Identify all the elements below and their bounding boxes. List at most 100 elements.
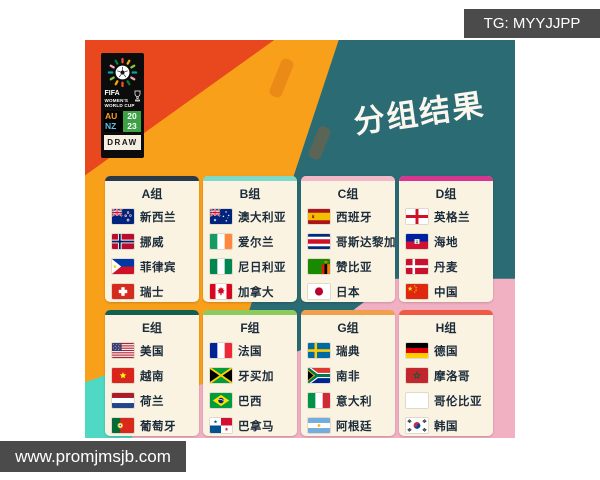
- team-row: 美国: [112, 338, 199, 363]
- flag-vietnam-icon: [112, 368, 134, 383]
- team-name: 德国: [434, 345, 458, 358]
- team-name: 丹麦: [434, 261, 458, 274]
- womens-wordmark: WOMEN'S: [104, 97, 129, 103]
- team-row: 瑞士: [112, 279, 199, 302]
- group-accent-bar: [105, 310, 199, 315]
- team-name: 哥斯达黎加: [336, 236, 395, 249]
- team-row: 阿根廷: [308, 413, 395, 436]
- flag-switzerland-icon: [112, 284, 134, 299]
- groups-grid: A组 新西兰 挪威 菲律宾 瑞士 B组 澳大利亚 爱尔兰 尼日利亚 加拿大: [105, 176, 493, 436]
- team-row: 尼日利亚: [210, 254, 297, 279]
- team-row: 巴拿马: [210, 413, 297, 436]
- aunz-2023-block: AU NZ 20 23: [104, 111, 141, 133]
- team-row: 哥斯达黎加: [308, 229, 395, 254]
- team-row: 澳大利亚: [210, 204, 297, 229]
- team-name: 南非: [336, 370, 360, 383]
- flag-philippines-icon: [112, 259, 134, 274]
- group-card: F组 法国 牙买加 巴西 巴拿马: [203, 310, 297, 436]
- fifa-wordmark: FIFA: [104, 90, 120, 97]
- tg-badge: TG: MYYJJPP: [464, 9, 600, 38]
- group-label: C组: [337, 187, 359, 201]
- website-badge: www.promjmsjb.com: [0, 441, 186, 472]
- team-row: 南非: [308, 363, 395, 388]
- group-card: G组 瑞典 南非 意大利 阿根廷: [301, 310, 395, 436]
- year-23: 23: [127, 120, 137, 131]
- team-row: 丹麦: [406, 254, 493, 279]
- flag-usa-icon: [112, 343, 134, 358]
- team-row: 菲律宾: [112, 254, 199, 279]
- host-au: AU: [105, 111, 118, 122]
- flag-sweden-icon: [308, 343, 330, 358]
- team-name: 爱尔兰: [238, 236, 274, 249]
- flag-argentina-icon: [308, 418, 330, 433]
- team-name: 韩国: [434, 420, 458, 433]
- logo-text-block: FIFA WOMEN'S WORLD CUP: [105, 90, 141, 109]
- group-accent-bar: [301, 310, 395, 315]
- team-name: 摩洛哥: [434, 370, 470, 383]
- team-row: 海地: [406, 229, 493, 254]
- draw-poster: FIFA WOMEN'S WORLD CUP AU NZ 20 23 DRAW …: [85, 40, 515, 438]
- team-list: 西班牙 哥斯达黎加 赞比亚 日本: [301, 204, 395, 302]
- team-name: 巴西: [238, 395, 262, 408]
- flag-ireland-icon: [210, 234, 232, 249]
- team-name: 越南: [140, 370, 164, 383]
- team-row: 英格兰: [406, 204, 493, 229]
- team-name: 瑞士: [140, 286, 164, 299]
- group-card: D组 英格兰 海地 丹麦 中国: [399, 176, 493, 302]
- flag-zambia-icon: [308, 259, 330, 274]
- team-name: 尼日利亚: [238, 261, 286, 274]
- world-cup-logo: FIFA WOMEN'S WORLD CUP AU NZ 20 23 DRAW: [101, 53, 144, 158]
- flag-japan-icon: [308, 284, 330, 299]
- team-name: 西班牙: [336, 211, 372, 224]
- team-name: 菲律宾: [140, 261, 176, 274]
- team-row: 哥伦比亚: [406, 388, 493, 413]
- flag-netherlands-icon: [112, 393, 134, 408]
- flag-australia-icon: [210, 209, 232, 224]
- tg-badge-text: TG: MYYJJPP: [483, 15, 581, 32]
- team-row: 日本: [308, 279, 395, 302]
- flag-colombia-icon: [406, 393, 428, 408]
- worldcup-wordmark: WORLD CUP: [104, 103, 135, 109]
- flag-denmark-icon: [406, 259, 428, 274]
- team-row: 加拿大: [210, 279, 297, 302]
- flag-spain-icon: [308, 209, 330, 224]
- team-name: 法国: [238, 345, 262, 358]
- team-name: 英格兰: [434, 211, 470, 224]
- team-name: 中国: [434, 286, 458, 299]
- group-label: E组: [141, 321, 162, 335]
- group-label: H组: [435, 321, 457, 335]
- group-label: D组: [435, 187, 457, 201]
- flag-morocco-icon: [406, 368, 428, 383]
- group-accent-bar: [203, 310, 297, 315]
- year-block: 20 23: [123, 111, 141, 133]
- team-list: 澳大利亚 爱尔兰 尼日利亚 加拿大: [203, 204, 297, 302]
- flag-nigeria-icon: [210, 259, 232, 274]
- team-row: 挪威: [112, 229, 199, 254]
- team-list: 德国 摩洛哥 哥伦比亚 韩国: [399, 338, 493, 436]
- flag-france-icon: [210, 343, 232, 358]
- flag-south-africa-icon: [308, 368, 330, 383]
- flag-china-icon: [406, 284, 428, 299]
- team-list: 法国 牙买加 巴西 巴拿马: [203, 338, 297, 436]
- team-name: 海地: [434, 236, 458, 249]
- team-name: 新西兰: [140, 211, 176, 224]
- draw-label: DRAW: [104, 135, 141, 151]
- team-name: 赞比亚: [336, 261, 372, 274]
- team-row: 赞比亚: [308, 254, 395, 279]
- team-row: 新西兰: [112, 204, 199, 229]
- flag-italy-icon: [308, 393, 330, 408]
- team-row: 德国: [406, 338, 493, 363]
- flag-costa-rica-icon: [308, 234, 330, 249]
- team-name: 澳大利亚: [238, 211, 286, 224]
- group-card: E组 美国 越南 荷兰 葡萄牙: [105, 310, 199, 436]
- team-name: 牙买加: [238, 370, 274, 383]
- decor-shape: [267, 57, 296, 99]
- flag-norway-icon: [112, 234, 134, 249]
- world-cup-emblem-icon: [106, 56, 139, 89]
- team-name: 荷兰: [140, 395, 164, 408]
- flag-haiti-icon: [406, 234, 428, 249]
- flag-england-icon: [406, 209, 428, 224]
- team-row: 摩洛哥: [406, 363, 493, 388]
- flag-panama-icon: [210, 418, 232, 433]
- flag-brazil-icon: [210, 393, 232, 408]
